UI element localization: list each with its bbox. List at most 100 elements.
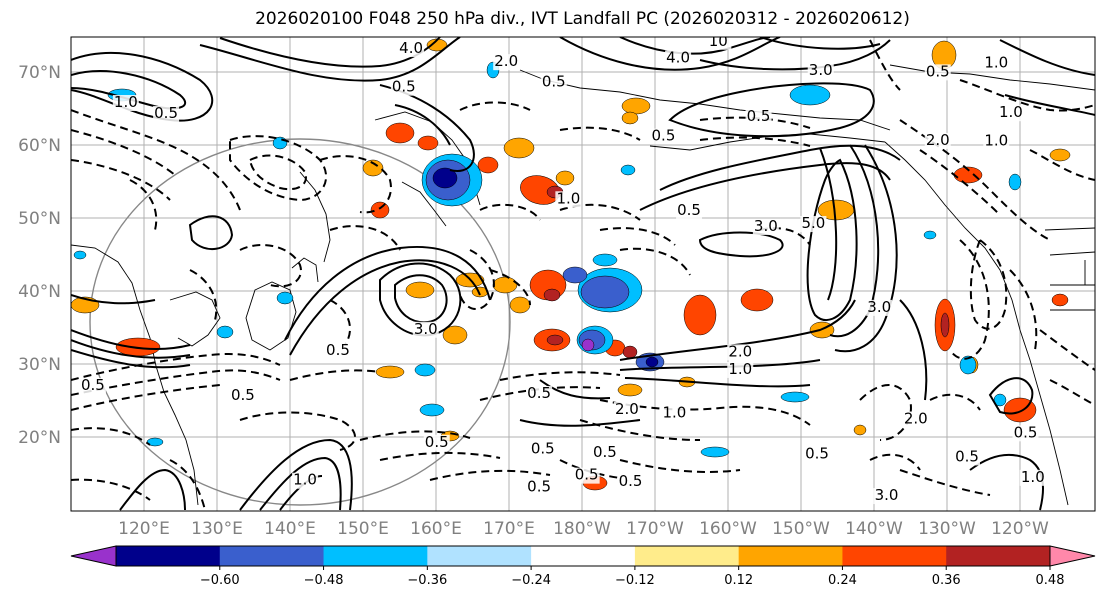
contour-label: 4.0 bbox=[666, 49, 690, 67]
contour-label-bg bbox=[398, 41, 425, 58]
contour-label-bg bbox=[79, 377, 106, 394]
contour-label: 3.0 bbox=[754, 217, 778, 235]
contour-label: 0.5 bbox=[747, 107, 771, 125]
colorbar-segment bbox=[427, 546, 532, 566]
colorbar-segment bbox=[738, 546, 843, 566]
colorbar-segment bbox=[116, 546, 221, 566]
contour-label-bg bbox=[229, 388, 256, 405]
contour-label: 0.5 bbox=[593, 443, 617, 461]
lon-label-160e: 160°E bbox=[410, 519, 462, 539]
lat-label-20n: 20°N bbox=[18, 428, 61, 448]
map-title: 2026020100 F048 250 hPa div., IVT Landfa… bbox=[255, 9, 910, 29]
colorbar-tick-label: −0.12 bbox=[615, 573, 655, 588]
contour-label: 0.5 bbox=[542, 73, 566, 91]
contour-label: 0.5 bbox=[619, 472, 643, 490]
contour-label: 0.5 bbox=[527, 477, 551, 495]
contour-label-bg bbox=[745, 108, 772, 125]
contour-label-bg bbox=[412, 321, 439, 338]
contour-label: 0.5 bbox=[652, 127, 676, 145]
colorbar-tick-label: −0.36 bbox=[407, 573, 447, 588]
contour-label: 0.5 bbox=[531, 439, 555, 457]
colorbar-border bbox=[115, 545, 1051, 567]
map-border bbox=[70, 36, 1096, 512]
longitude-labels: 120°E 130°E 140°E 150°E 160°E 170°E 180°… bbox=[118, 519, 1049, 539]
colorbar-ticks: −0.60 −0.48 −0.36 −0.24 −0.12 0.12 0.24 0.36 0.4… bbox=[200, 566, 1065, 588]
contour-label: 1.0 bbox=[114, 93, 138, 111]
negative-divergence-shading bbox=[73, 61, 1022, 458]
contour-label-bg bbox=[423, 434, 450, 451]
contour-label: 0.5 bbox=[231, 386, 255, 404]
contour-label-bg bbox=[873, 488, 900, 505]
lon-label-170w: 170°W bbox=[626, 519, 684, 539]
contour-label-bg bbox=[665, 50, 692, 67]
contour-label: 2.0 bbox=[494, 52, 518, 70]
colorbar-segment bbox=[842, 546, 947, 566]
contour-label: 2.0 bbox=[728, 342, 752, 360]
contour-label: 0.5 bbox=[926, 62, 950, 80]
contour-label: 1.0 bbox=[1021, 468, 1045, 486]
contour-label-bg bbox=[40, 82, 66, 98]
contour-label-bg bbox=[727, 361, 754, 378]
contour-label: 0.5 bbox=[677, 201, 701, 219]
colorbar-tick-label: −0.48 bbox=[304, 573, 344, 588]
latitude-labels: 70°N 60°N 50°N 40°N 30°N 20°N bbox=[18, 63, 61, 448]
contour-label: 1.0 bbox=[556, 189, 580, 207]
contour-label-bg bbox=[617, 474, 644, 491]
contour-label: 0.5 bbox=[1014, 423, 1038, 441]
contour-label-bg bbox=[954, 449, 980, 466]
contour-label-bg bbox=[807, 62, 834, 79]
colorbar-tick-label: −0.24 bbox=[511, 573, 551, 588]
contour-label-bg bbox=[676, 202, 703, 219]
colorbar-tick-label: 0.24 bbox=[828, 573, 857, 588]
colorbar-tick-label: −0.60 bbox=[200, 573, 240, 588]
contour-label-bg bbox=[292, 472, 319, 489]
contour-label-bg bbox=[866, 299, 893, 316]
contour-label-bg bbox=[591, 445, 618, 462]
colorbar-tick-label: 0.36 bbox=[932, 573, 961, 588]
contour-label-bg bbox=[573, 467, 600, 484]
lon-label-120w: 120°W bbox=[991, 519, 1049, 539]
contour-label-bg bbox=[613, 402, 640, 419]
contour-label: 1.0 bbox=[728, 360, 752, 378]
contour-label: 3.0 bbox=[414, 320, 438, 338]
lat-label-70n: 70°N bbox=[18, 63, 61, 83]
contour-label: 3.0 bbox=[867, 298, 891, 316]
colorbar-segment bbox=[946, 546, 1051, 566]
colorbar-segment bbox=[531, 546, 636, 566]
contour-label: 0.5 bbox=[392, 78, 416, 96]
lon-label-150e: 150°E bbox=[337, 519, 389, 539]
colorbar: −0.60 −0.48 −0.36 −0.24 −0.12 0.12 0.24 0.36 0.4… bbox=[70, 545, 1096, 588]
colorbar-tick-label: 0.48 bbox=[1036, 573, 1065, 588]
lat-label-30n: 30°N bbox=[18, 355, 61, 375]
lat-label-60n: 60°N bbox=[18, 136, 61, 156]
lon-label-150w: 150°W bbox=[772, 519, 830, 539]
contour-label: 3.0 bbox=[12, 43, 36, 61]
contour-label-bg bbox=[493, 54, 520, 71]
contour-label-bg bbox=[540, 74, 567, 91]
contour-label-bg bbox=[804, 446, 831, 463]
colorbar-segments bbox=[116, 546, 1051, 566]
contour-label: 0.5 bbox=[805, 444, 829, 462]
colorbar-segment bbox=[219, 546, 325, 566]
contour-label-bg bbox=[752, 218, 779, 235]
contour-label: 3.0 bbox=[809, 61, 833, 79]
colorbar-right-extension bbox=[1049, 545, 1096, 567]
contour-label-bg bbox=[153, 105, 180, 122]
contour-label-bg bbox=[112, 95, 139, 112]
contour-label-bg bbox=[924, 132, 951, 149]
contour-label-bg bbox=[902, 411, 929, 428]
contour-label-bg bbox=[526, 385, 553, 402]
lon-label-140w: 140°W bbox=[845, 519, 903, 539]
contour-label-bg bbox=[661, 405, 688, 422]
contour-label: 0.5 bbox=[154, 104, 178, 122]
contour-label: 0.5 bbox=[326, 341, 350, 359]
contour-label: 10 bbox=[709, 32, 728, 50]
lon-label-180w: 180°W bbox=[553, 519, 611, 539]
colorbar-left-extension bbox=[70, 545, 117, 567]
contour-label: 1.0 bbox=[999, 103, 1023, 121]
contour-label-bg bbox=[727, 344, 754, 361]
contour-label: 1.0 bbox=[984, 54, 1008, 72]
contour-label: 1.0 bbox=[984, 132, 1008, 150]
contour-label: 2.0 bbox=[615, 400, 639, 418]
